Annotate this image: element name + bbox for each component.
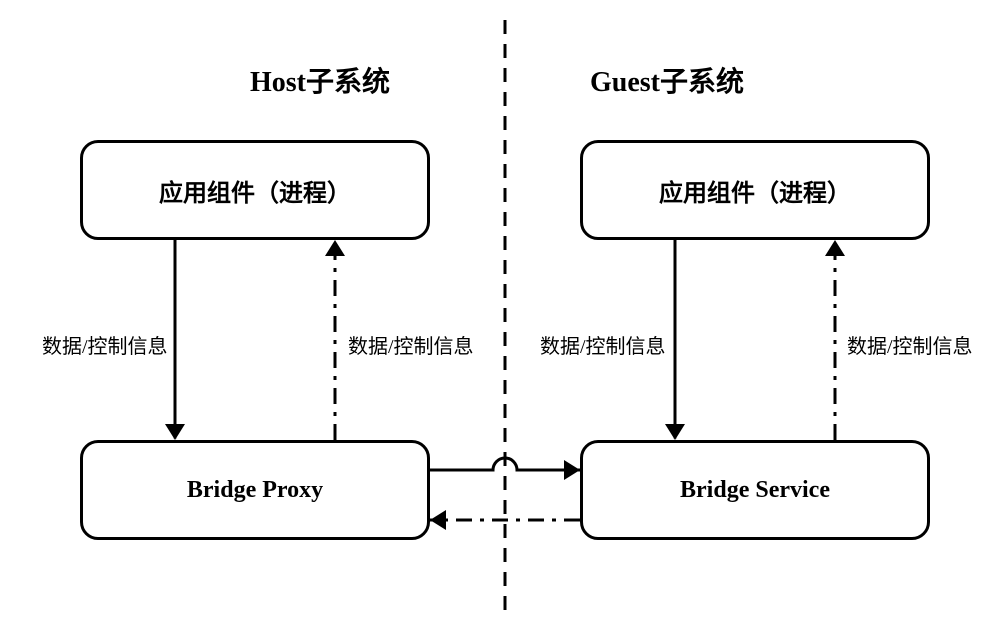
arrow-layer: [0, 0, 1000, 640]
host-title: Host子系统: [250, 60, 390, 100]
guest-app-label: 应用组件（进程）: [659, 173, 851, 208]
bridge-proxy-label: Bridge Proxy: [187, 477, 323, 504]
guest-up-label: 数据/控制信息: [847, 330, 973, 359]
guest-down-label: 数据/控制信息: [540, 330, 666, 359]
host-app-label: 应用组件（进程）: [159, 173, 351, 208]
host-app-box: 应用组件（进程）: [80, 140, 430, 240]
bridge-service-label: Bridge Service: [680, 477, 830, 504]
host-up-label: 数据/控制信息: [348, 330, 474, 359]
guest-app-box: 应用组件（进程）: [580, 140, 930, 240]
guest-title: Guest子系统: [590, 60, 744, 100]
bridge-proxy-box: Bridge Proxy: [80, 440, 430, 540]
diagram-canvas: Host子系统 Guest子系统 应用组件（进程） 应用组件（进程） Bridg…: [0, 0, 1000, 640]
host-down-label: 数据/控制信息: [42, 330, 168, 359]
bridge-service-box: Bridge Service: [580, 440, 930, 540]
